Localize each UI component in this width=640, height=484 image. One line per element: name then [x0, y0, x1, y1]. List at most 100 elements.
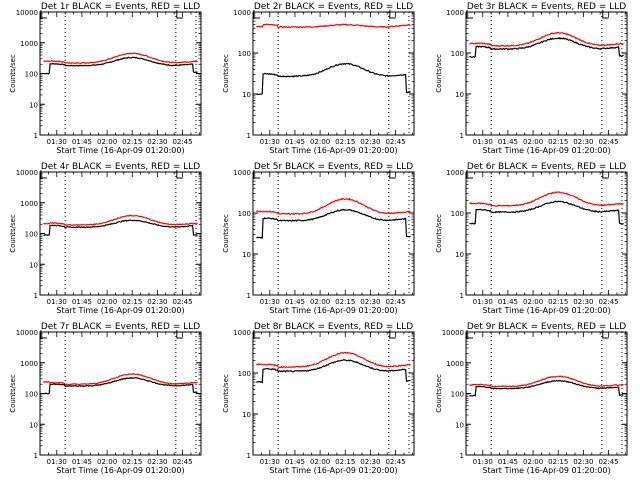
x-axis-label: Start Time (16-Apr-09 01:20:00) [482, 146, 610, 155]
y-tick-label: 10 [242, 411, 251, 419]
panel-title: Det 1r BLACK = Events, RED = LLD [41, 2, 200, 12]
x-tick-label: 02:00 [523, 298, 543, 306]
x-axis-label: Start Time (16-Apr-09 01:20:00) [269, 466, 397, 475]
series-line-lld [469, 375, 624, 388]
y-tick-label: 10 [29, 261, 38, 269]
panel-5: Det 5r BLACK = Events, RED = LLD 1 10 100 10… [222, 162, 415, 315]
panel-title: Det 5r BLACK = Events, RED = LLD [254, 162, 413, 172]
interval-bracket-marker [466, 170, 473, 179]
x-tick-label: 01:45 [498, 138, 518, 146]
interval-bracket-marker [176, 170, 183, 179]
x-tick-label: 01:45 [285, 138, 305, 146]
panel-3: Det 3r BLACK = Events, RED = LLD 1 10 100 10… [435, 2, 628, 155]
x-tick-label: 01:45 [285, 298, 305, 306]
plot-frame [39, 11, 202, 136]
panel-title: Det 6r BLACK = Events, RED = LLD [467, 162, 626, 172]
x-tick-label: 01:45 [498, 298, 518, 306]
x-tick-label: 02:00 [310, 138, 330, 146]
y-axis-label: Counts/sec [435, 54, 443, 93]
x-tick-label: 02:45 [385, 298, 405, 306]
x-tick-label: 01:45 [72, 138, 92, 146]
interval-bracket-marker [602, 10, 609, 19]
x-tick-label: 02:00 [310, 298, 330, 306]
x-tick-label: 02:45 [172, 458, 192, 466]
y-tick-label: 1000 [20, 40, 38, 48]
y-tick-label: 10000 [16, 169, 38, 177]
x-tick-label: 01:45 [498, 458, 518, 466]
x-tick-label: 02:30 [360, 138, 380, 146]
x-tick-label: 02:00 [97, 458, 117, 466]
interval-bracket-marker [176, 330, 183, 339]
interval-bracket-marker [253, 10, 260, 19]
x-axis-label: Start Time (16-Apr-09 01:20:00) [482, 466, 610, 475]
x-tick-label: 01:30 [47, 138, 67, 146]
panel-1: Det 1r BLACK = Events, RED = LLD 1 10 100 10… [9, 2, 202, 155]
panel-title: Det 4r BLACK = Events, RED = LLD [41, 162, 200, 172]
series-line-events [469, 200, 624, 225]
interval-bracket-marker [602, 170, 609, 179]
y-tick-label: 1 [34, 292, 38, 300]
plot-frame [39, 171, 202, 296]
y-tick-label: 1 [460, 452, 464, 460]
y-tick-label: 100 [451, 210, 464, 218]
x-tick-label: 02:45 [172, 298, 192, 306]
interval-bracket-marker [466, 330, 473, 339]
x-tick-label: 02:15 [548, 458, 568, 466]
y-tick-label: 10 [29, 421, 38, 429]
x-tick-label: 02:00 [97, 298, 117, 306]
series-line-events [469, 379, 624, 397]
interval-bracket-marker [40, 170, 47, 179]
panel-title: Det 7r BLACK = Events, RED = LLD [41, 322, 200, 332]
y-tick-label: 1 [247, 132, 251, 140]
y-tick-label: 10000 [16, 329, 38, 337]
x-tick-label: 02:30 [573, 298, 593, 306]
x-axis-label: Start Time (16-Apr-09 01:20:00) [56, 466, 184, 475]
y-axis-label: Counts/sec [222, 374, 230, 413]
x-axis-label: Start Time (16-Apr-09 01:20:00) [269, 146, 397, 155]
x-tick-label: 02:15 [122, 138, 142, 146]
x-tick-label: 01:30 [473, 298, 493, 306]
x-tick-label: 02:15 [548, 138, 568, 146]
y-axis-label: Counts/sec [435, 374, 443, 413]
plot-frame [252, 331, 415, 456]
y-tick-label: 100 [25, 71, 38, 79]
panel-title: Det 8r BLACK = Events, RED = LLD [254, 322, 413, 332]
y-axis-label: Counts/sec [9, 374, 17, 413]
x-tick-label: 01:30 [473, 458, 493, 466]
interval-bracket-marker [389, 170, 396, 179]
series-line-lld [43, 52, 198, 64]
series-line-events [256, 359, 411, 384]
x-tick-label: 02:00 [523, 138, 543, 146]
x-tick-label: 02:45 [598, 138, 618, 146]
panel-8: Det 8r BLACK = Events, RED = LLD 1 10 100 10… [222, 322, 415, 475]
panel-title: Det 3r BLACK = Events, RED = LLD [467, 2, 626, 12]
x-tick-label: 02:15 [335, 138, 355, 146]
x-axis-label: Start Time (16-Apr-09 01:20:00) [482, 306, 610, 315]
y-tick-label: 10 [242, 251, 251, 259]
y-axis-label: Counts/sec [435, 214, 443, 253]
interval-bracket-marker [176, 10, 183, 19]
x-tick-label: 02:45 [598, 458, 618, 466]
y-tick-label: 1000 [20, 200, 38, 208]
plot-frame [252, 171, 415, 296]
y-tick-label: 100 [238, 370, 251, 378]
x-tick-label: 02:00 [523, 458, 543, 466]
interval-bracket-marker [466, 10, 473, 19]
interval-bracket-marker [389, 330, 396, 339]
y-tick-label: 1 [34, 132, 38, 140]
series-line-lld [43, 373, 198, 386]
x-tick-label: 02:15 [122, 298, 142, 306]
panel-title: Det 2r BLACK = Events, RED = LLD [254, 2, 413, 12]
y-axis-label: Counts/sec [222, 54, 230, 93]
y-tick-label: 10000 [16, 9, 38, 17]
y-tick-label: 10 [455, 251, 464, 259]
series-line-events [43, 376, 198, 395]
interval-bracket-marker [389, 10, 396, 19]
series-line-events [469, 36, 624, 58]
x-tick-label: 01:30 [47, 458, 67, 466]
x-tick-label: 01:30 [260, 458, 280, 466]
y-tick-label: 1 [247, 292, 251, 300]
y-tick-label: 1 [34, 452, 38, 460]
x-axis-label: Start Time (16-Apr-09 01:20:00) [269, 306, 397, 315]
